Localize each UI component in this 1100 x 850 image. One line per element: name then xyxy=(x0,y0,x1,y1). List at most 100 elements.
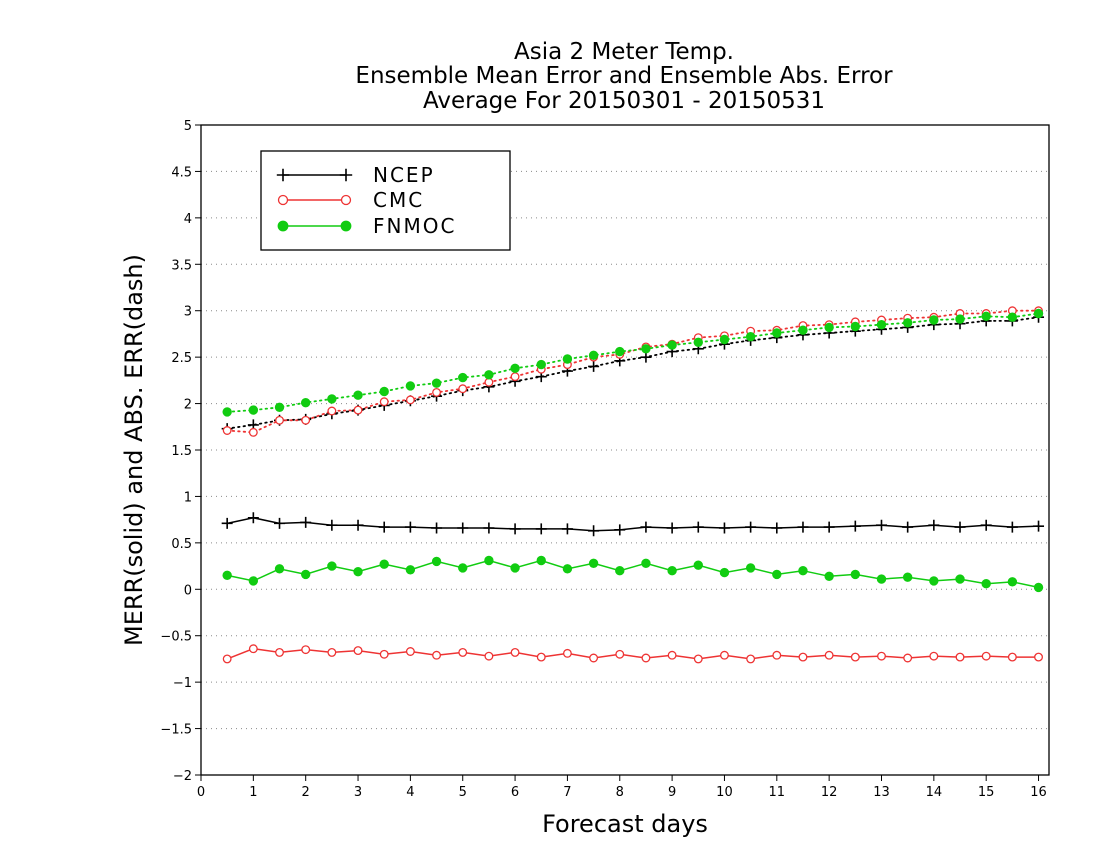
legend-label-ncep: NCEP xyxy=(373,163,435,187)
y-tick-label: 1 xyxy=(184,490,192,505)
legend-item-ncep: NCEP xyxy=(276,163,435,187)
y-tick-label: −1 xyxy=(173,676,192,691)
fnmoc-marker xyxy=(876,574,887,584)
fnmoc-marker xyxy=(615,566,625,576)
ncep-marker xyxy=(221,517,233,529)
y-tick-label: −2 xyxy=(173,769,192,784)
fnmoc-marker xyxy=(484,370,494,380)
fnmoc-marker xyxy=(562,564,573,574)
cmc-marker xyxy=(981,651,991,661)
cmc-marker xyxy=(432,387,442,397)
cmc-marker xyxy=(536,652,546,662)
ncep-marker xyxy=(614,524,626,536)
y-tick-label: 1.5 xyxy=(171,444,192,459)
ncep-marker xyxy=(980,519,992,531)
ncep-marker xyxy=(326,519,338,531)
cmc-marker xyxy=(222,426,232,435)
x-tick-label: 14 xyxy=(926,785,943,800)
ncep-marker xyxy=(535,523,547,535)
fnmoc-marker xyxy=(772,328,782,338)
fnmoc-marker xyxy=(536,555,546,566)
y-tick-label: 5 xyxy=(184,119,192,134)
x-tick-label: 9 xyxy=(668,785,676,800)
fnmoc-marker xyxy=(719,567,730,578)
y-tick-label: 3 xyxy=(184,305,192,320)
fnmoc-marker xyxy=(484,555,494,566)
cmc-marker xyxy=(248,644,258,654)
cmc-marker xyxy=(903,653,913,663)
ncep-marker xyxy=(745,521,757,533)
fnmoc-marker xyxy=(641,344,651,354)
x-tick-label: 12 xyxy=(821,785,838,800)
ncep-marker xyxy=(561,523,573,535)
y-tick-label: 4 xyxy=(184,212,192,227)
ncep-marker xyxy=(1033,520,1045,532)
fnmoc-marker xyxy=(981,579,991,589)
fnmoc-series xyxy=(222,308,1044,593)
cmc-marker xyxy=(929,651,939,661)
fnmoc-marker xyxy=(458,563,468,573)
fnmoc-marker xyxy=(222,407,232,417)
fnmoc-marker xyxy=(274,564,285,574)
chart-title: Asia 2 Meter Temp. Ensemble Mean Error a… xyxy=(355,39,893,114)
chart-title-line-3: Average For 20150301 - 20150531 xyxy=(423,88,825,114)
fnmoc-marker xyxy=(667,566,677,576)
fnmoc-marker xyxy=(431,378,442,388)
cmc-marker xyxy=(301,415,311,425)
ncep-marker xyxy=(352,519,364,531)
cmc-marker xyxy=(746,654,756,664)
y-tick-label: 0.5 xyxy=(171,537,192,552)
chart-title-line-2: Ensemble Mean Error and Ensemble Abs. Er… xyxy=(355,63,893,89)
cmc-marker xyxy=(510,372,520,382)
fnmoc-marker xyxy=(327,561,337,571)
y-axis-label: MERR(solid) and ABS. ERR(dash) xyxy=(120,254,148,646)
fnmoc-marker xyxy=(876,319,887,330)
fnmoc-merr-line xyxy=(227,559,1039,589)
fnmoc-marker xyxy=(824,322,834,333)
cmc-marker xyxy=(405,395,415,405)
y-tick-label: 0 xyxy=(184,583,192,598)
cmc-marker xyxy=(405,647,415,656)
ncep-marker xyxy=(588,360,600,372)
fnmoc-marker xyxy=(929,576,939,586)
cmc-marker xyxy=(432,650,442,660)
ncep-marker xyxy=(276,168,290,182)
legend-item-cmc: CMC xyxy=(277,188,422,212)
cmc-marker xyxy=(353,646,363,656)
fnmoc-marker xyxy=(458,372,468,383)
fnmoc-marker xyxy=(588,558,599,568)
ncep-marker xyxy=(692,521,704,533)
x-tick-label: 15 xyxy=(978,785,995,800)
cmc-marker xyxy=(667,650,677,660)
ncep-marker xyxy=(457,522,469,534)
fnmoc-marker xyxy=(405,565,416,575)
cmc-marker xyxy=(615,649,625,659)
ncep-marker xyxy=(797,521,809,533)
gridlines xyxy=(201,170,1049,730)
cmc-series xyxy=(222,306,1043,664)
legend-label-fnmoc: FNMOC xyxy=(373,214,456,238)
ncep-marker xyxy=(431,522,443,534)
fnmoc-marker xyxy=(1007,577,1018,587)
fnmoc-marker xyxy=(300,397,311,408)
fnmoc-marker xyxy=(353,566,363,577)
y-tick-label: 4.5 xyxy=(171,165,192,180)
ncep-marker xyxy=(404,521,416,533)
ncep-marker xyxy=(875,519,887,531)
fnmoc-marker xyxy=(379,559,389,569)
cmc-marker xyxy=(275,647,284,657)
ncep-marker xyxy=(247,512,259,524)
cmc-marker xyxy=(772,650,782,660)
ncep-marker xyxy=(378,521,390,533)
y-tick-label: −0.5 xyxy=(160,630,192,645)
x-tick-label: 7 xyxy=(563,785,571,800)
ncep-series xyxy=(221,311,1045,537)
fnmoc-marker xyxy=(1007,312,1018,322)
x-tick-label: 13 xyxy=(873,785,890,800)
fnmoc-marker xyxy=(693,560,703,570)
fnmoc-marker xyxy=(798,566,808,576)
fnmoc-marker xyxy=(353,390,363,400)
fnmoc-marker xyxy=(379,386,389,397)
x-tick-label: 11 xyxy=(769,785,786,800)
